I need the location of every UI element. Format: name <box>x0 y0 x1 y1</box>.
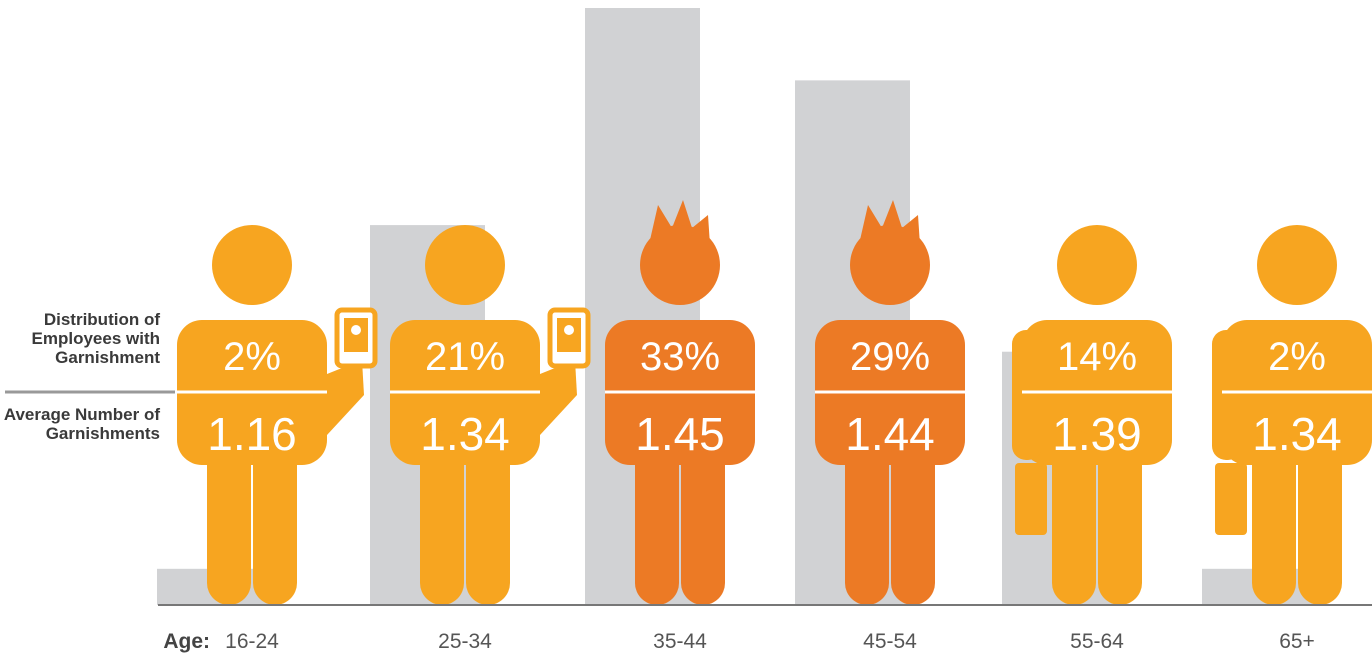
value-label: 1.34 <box>1252 408 1342 460</box>
value-label: 2% <box>1268 335 1326 379</box>
x-tick-label: 45-54 <box>863 630 917 653</box>
value-label: 1.16 <box>207 408 297 460</box>
x-tick-label: 35-44 <box>653 630 707 653</box>
x-tick-label: 25-34 <box>438 630 492 653</box>
head <box>425 225 505 305</box>
chart: 2% 1.16 16-24 21% 1.34 25-34 33% 1.45 35-44 29% 1.… <box>0 0 1372 657</box>
row-label: Distribution of Employees with Garnishme… <box>0 310 160 367</box>
head <box>1057 225 1137 305</box>
head <box>212 225 292 305</box>
head <box>1257 225 1337 305</box>
phone-user <box>351 325 361 335</box>
value-label: 1.39 <box>1052 408 1142 460</box>
person-icon: 2% 1.16 <box>177 225 375 605</box>
arm <box>1212 330 1242 460</box>
value-label: 1.34 <box>420 408 510 460</box>
value-label: 1.44 <box>845 408 935 460</box>
x-tick-label: 55-64 <box>1070 630 1124 653</box>
phone-user <box>564 325 574 335</box>
value-label: 33% <box>640 335 720 379</box>
briefcase <box>1215 463 1247 535</box>
x-axis-label: Age: <box>163 630 210 653</box>
infographic: 2% 1.16 16-24 21% 1.34 25-34 33% 1.45 35-44 29% 1.… <box>0 0 1372 657</box>
x-tick-label: 65+ <box>1279 630 1315 653</box>
head <box>640 225 720 305</box>
arm <box>1012 330 1042 460</box>
person-icon: 2% 1.34 <box>1212 225 1372 605</box>
head <box>850 225 930 305</box>
briefcase <box>1015 463 1047 535</box>
value-label: 1.45 <box>635 408 725 460</box>
value-label: 29% <box>850 335 930 379</box>
row-label: Average Number of Garnishments <box>0 405 160 443</box>
value-label: 2% <box>223 335 281 379</box>
value-label: 14% <box>1057 335 1137 379</box>
x-tick-label: 16-24 <box>225 630 279 653</box>
value-label: 21% <box>425 335 505 379</box>
